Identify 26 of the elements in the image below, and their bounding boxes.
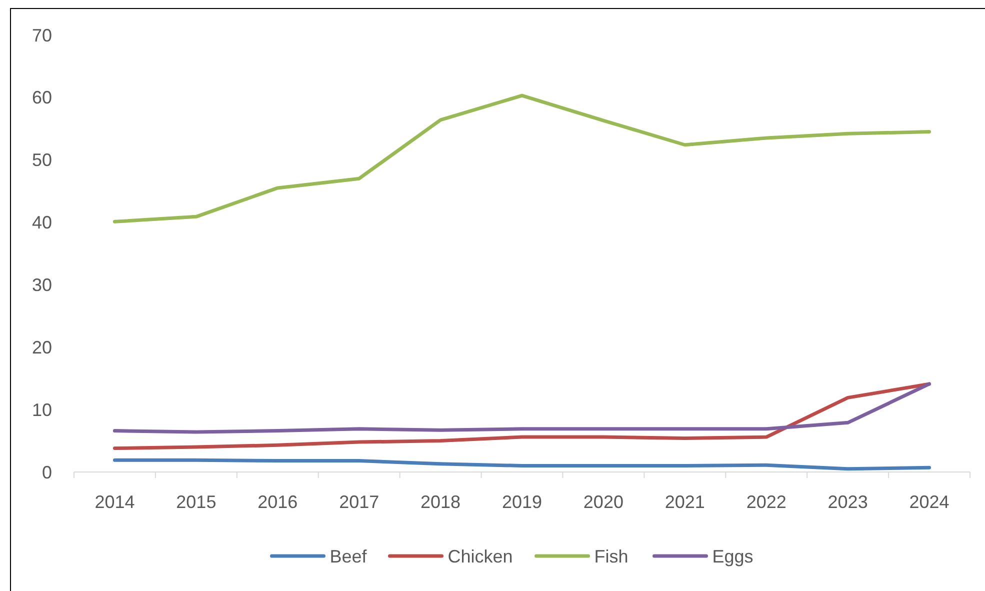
y-tick-label: 70	[32, 25, 52, 46]
legend-label: Fish	[594, 546, 628, 566]
x-tick-label: 2016	[258, 492, 298, 512]
y-tick-label: 50	[32, 150, 52, 170]
x-tick-label: 2020	[583, 492, 624, 512]
x-tick-label: 2021	[664, 492, 705, 512]
legend-label: Chicken	[448, 546, 513, 566]
y-tick-label: 10	[32, 400, 52, 420]
x-tick-label: 2023	[828, 492, 868, 512]
y-tick-label: 40	[32, 212, 52, 233]
x-tick-label: 2019	[502, 492, 542, 512]
legend-label: Eggs	[712, 546, 754, 566]
line-series	[112, 94, 932, 224]
y-tick-label: 0	[42, 462, 52, 482]
y-tick-label: 30	[32, 275, 52, 296]
x-tick-label: 2024	[909, 492, 950, 512]
x-tick-label: 2022	[746, 492, 786, 512]
y-tick-label: 60	[32, 88, 52, 108]
x-tick-label: 2015	[176, 492, 216, 512]
x-tick-label: 2014	[94, 492, 135, 512]
line-series	[112, 382, 932, 434]
y-tick-label: 20	[32, 337, 52, 358]
legend-label: Beef	[330, 546, 368, 566]
line-series	[112, 458, 932, 471]
x-tick-label: 2018	[420, 492, 461, 512]
x-tick-label: 2017	[339, 492, 380, 512]
